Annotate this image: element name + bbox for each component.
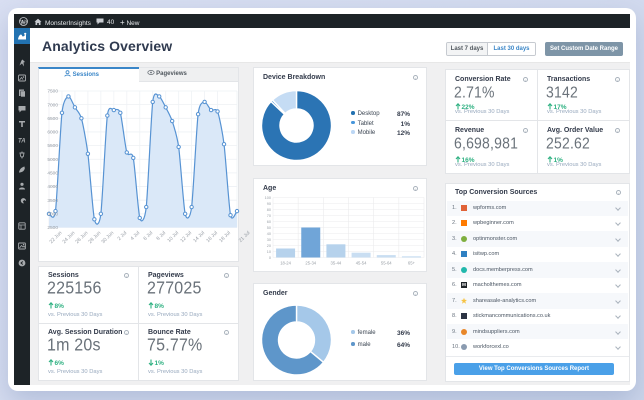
svg-text:22 Jun: 22 Jun <box>49 230 64 245</box>
svg-text:8 Jul: 8 Jul <box>155 230 167 242</box>
svg-text:60: 60 <box>267 220 271 224</box>
svg-text:6500: 6500 <box>47 116 58 122</box>
svg-text:TA: TA <box>18 138 26 144</box>
svg-text:18-24: 18-24 <box>280 261 291 266</box>
svg-text:80: 80 <box>267 208 271 212</box>
svg-text:18 Jul: 18 Jul <box>218 230 232 244</box>
svg-text:100: 100 <box>265 196 271 200</box>
svg-text:0: 0 <box>269 256 271 260</box>
svg-text:7000: 7000 <box>47 102 58 108</box>
svg-text:70: 70 <box>267 214 271 218</box>
svg-text:16 Jul: 16 Jul <box>205 230 219 244</box>
svg-text:26 Jun: 26 Jun <box>74 230 89 245</box>
svg-text:55-64: 55-64 <box>381 261 392 266</box>
svg-text:40: 40 <box>267 232 271 236</box>
svg-text:28 Jun: 28 Jun <box>87 230 102 245</box>
svg-text:14 Jul: 14 Jul <box>192 230 206 244</box>
svg-text:20: 20 <box>267 244 271 248</box>
svg-text:30 Jun: 30 Jun <box>100 230 115 245</box>
svg-text:50: 50 <box>267 226 271 230</box>
svg-text:5000: 5000 <box>47 157 58 163</box>
svg-text:6 Jul: 6 Jul <box>142 230 154 242</box>
svg-text:6000: 6000 <box>47 130 58 136</box>
svg-text:3500: 3500 <box>47 198 58 204</box>
svg-text:4500: 4500 <box>47 171 58 177</box>
svg-text:3000: 3000 <box>47 211 58 217</box>
svg-text:65+: 65+ <box>408 261 416 266</box>
svg-text:2 Jul: 2 Jul <box>117 230 129 242</box>
svg-text:12 Jul: 12 Jul <box>179 230 193 244</box>
svg-text:30: 30 <box>267 238 271 242</box>
svg-text:4 Jul: 4 Jul <box>129 230 141 242</box>
svg-text:4000: 4000 <box>47 184 58 190</box>
svg-text:5500: 5500 <box>47 143 58 149</box>
svg-text:10: 10 <box>267 250 271 254</box>
svg-text:24 Jun: 24 Jun <box>62 230 77 245</box>
svg-text:90: 90 <box>267 202 271 206</box>
svg-text:45-54: 45-54 <box>356 261 367 266</box>
svg-text:25-34: 25-34 <box>305 261 316 266</box>
svg-text:10 Jul: 10 Jul <box>166 230 180 244</box>
svg-text:2500: 2500 <box>47 225 58 231</box>
svg-text:35-44: 35-44 <box>331 261 342 266</box>
svg-text:7500: 7500 <box>47 89 58 95</box>
